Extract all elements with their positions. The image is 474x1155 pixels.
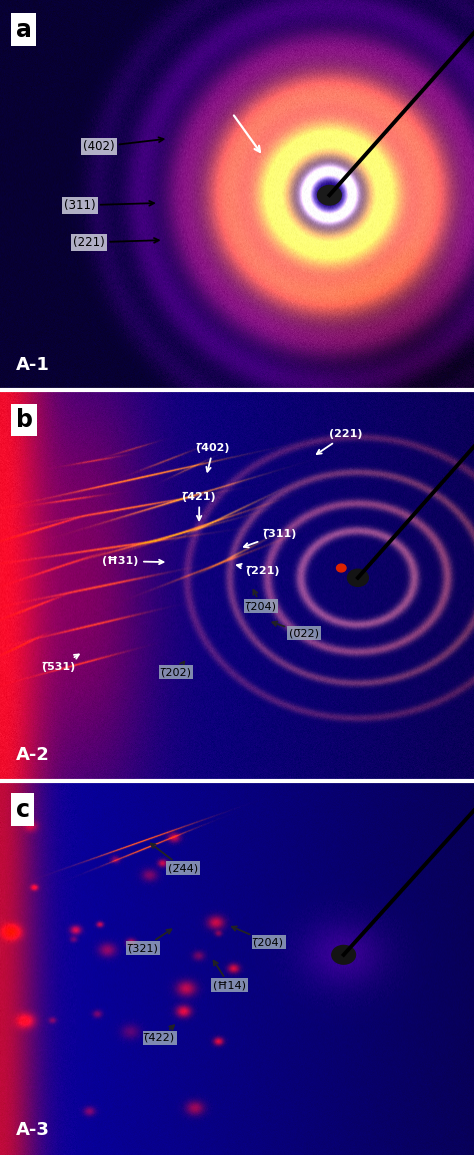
Text: (̅402): (̅402)	[197, 442, 230, 471]
Text: (̅422): (̅422)	[145, 1026, 175, 1043]
Text: c: c	[16, 798, 30, 821]
Text: (̅204): (̅204)	[232, 926, 283, 947]
Text: (0̅22): (0̅22)	[273, 621, 319, 639]
Text: (̅321): (̅321)	[128, 930, 172, 953]
Text: a: a	[16, 17, 31, 42]
Text: (402): (402)	[83, 137, 164, 154]
Text: (Ħ14): (Ħ14)	[213, 961, 246, 991]
Text: (̅531): (̅531)	[43, 655, 79, 671]
Text: (̅311): (̅311)	[244, 529, 296, 547]
Circle shape	[347, 569, 368, 587]
Text: (̅221): (̅221)	[237, 564, 280, 576]
Circle shape	[318, 186, 341, 204]
Text: (311): (311)	[64, 199, 154, 211]
Text: (221): (221)	[317, 430, 363, 454]
Text: A-1: A-1	[16, 356, 49, 374]
Text: A-2: A-2	[16, 746, 49, 765]
Text: (̅204): (̅204)	[246, 590, 276, 611]
Text: b: b	[16, 408, 33, 432]
Circle shape	[337, 564, 346, 572]
Text: A-3: A-3	[16, 1122, 49, 1139]
Text: (̅202): (̅202)	[161, 662, 191, 677]
Text: (̅421): (̅421)	[182, 492, 216, 520]
Circle shape	[332, 946, 356, 964]
Text: (221): (221)	[73, 236, 159, 249]
Text: (Ħ31): (Ħ31)	[102, 556, 164, 566]
Text: (2̅44): (2̅44)	[151, 843, 199, 873]
